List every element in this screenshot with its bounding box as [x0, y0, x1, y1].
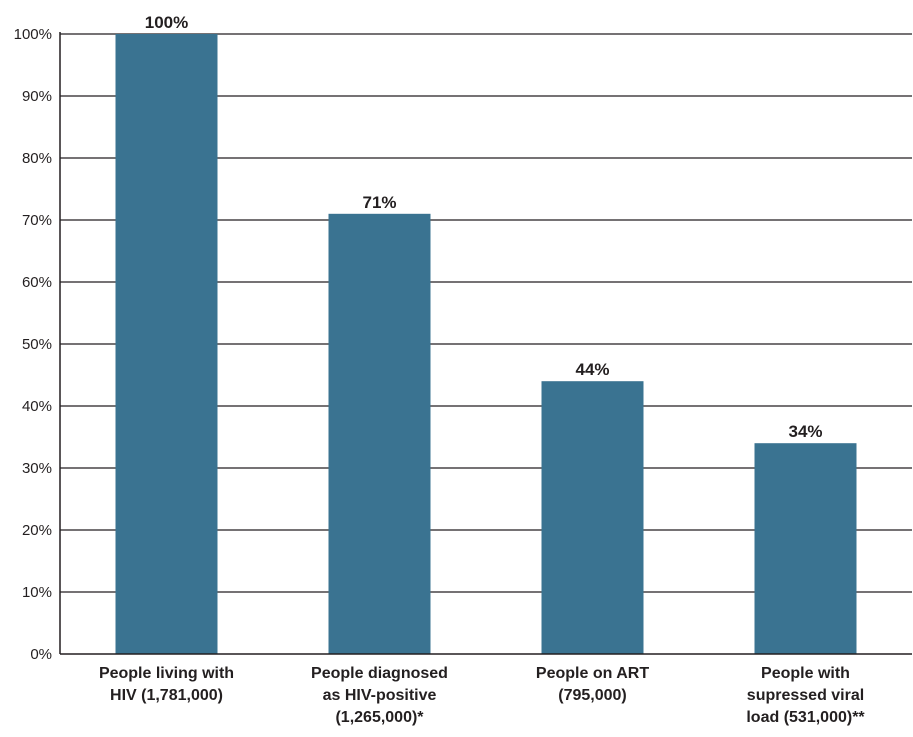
y-tick-label: 10%: [22, 584, 52, 601]
y-tick-label: 0%: [30, 646, 52, 663]
y-tick-label: 20%: [22, 522, 52, 539]
bar: [541, 381, 644, 654]
x-category-label: People diagnosed as HIV-positive (1,265,00…: [311, 665, 448, 726]
bar: [328, 213, 431, 655]
y-tick-label: 30%: [22, 460, 52, 477]
data-label: 100%: [145, 13, 188, 32]
y-tick-label: 80%: [22, 150, 52, 167]
x-category-label: People with supressed viral load (531,000)…: [746, 665, 865, 726]
bars: [115, 34, 857, 655]
y-tick-label: 50%: [22, 336, 52, 353]
y-tick-label: 70%: [22, 212, 52, 229]
y-tick-label: 90%: [22, 88, 52, 105]
x-category-label: People on ART (795,000): [536, 665, 649, 704]
data-label: 34%: [788, 422, 822, 441]
y-tick-label: 100%: [14, 26, 52, 43]
data-label: 44%: [575, 360, 609, 379]
y-tick-label: 60%: [22, 274, 52, 291]
y-axis-ticks: 0% 10% 20% 30% 40% 50% 60% 70% 80% 90% 100%: [14, 26, 52, 663]
x-category-label: People living with HIV (1,781,000): [99, 665, 234, 704]
y-tick-label: 40%: [22, 398, 52, 415]
x-axis-labels: People living with HIV (1,781,000) People …: [99, 665, 865, 726]
bar: [115, 34, 218, 654]
bar: [754, 443, 857, 654]
data-labels: 100% 71% 44% 34%: [145, 13, 823, 441]
data-label: 71%: [362, 193, 396, 212]
